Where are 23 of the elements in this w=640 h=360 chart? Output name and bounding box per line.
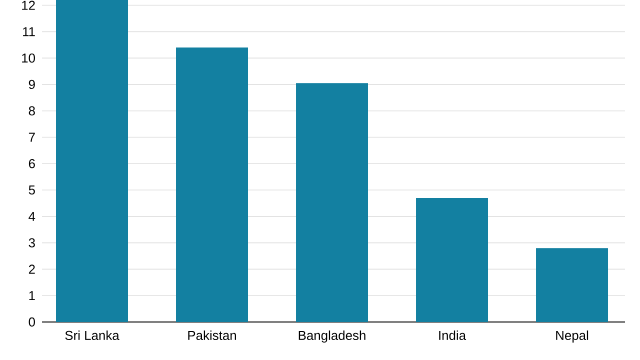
y-tick-label: 9 — [28, 80, 35, 90]
bar — [296, 83, 368, 322]
bar — [536, 248, 608, 322]
y-tick-label: 2 — [28, 264, 35, 274]
x-tick-label: Sri Lanka — [65, 330, 120, 340]
y-tick-label: 0 — [28, 317, 35, 327]
y-tick-label: 6 — [28, 159, 35, 168]
bar — [176, 48, 248, 322]
y-tick-label: 12 — [22, 0, 35, 10]
x-tick-label: India — [439, 330, 466, 340]
y-tick-label: 5 — [28, 186, 35, 195]
y-tick-label: 8 — [28, 106, 35, 116]
bar — [56, 0, 128, 322]
bar — [416, 198, 488, 322]
y-tick-label: 11 — [23, 27, 35, 36]
y-tick-label: 3 — [28, 238, 35, 248]
y-tick-label: 10 — [22, 53, 35, 63]
y-tick-label: 4 — [28, 212, 36, 221]
x-tick-label: Bangladesh — [298, 330, 366, 343]
y-tick-label: 7 — [28, 132, 35, 142]
x-tick-label: Nepal — [556, 330, 588, 343]
y-tick-label: 1 — [29, 291, 35, 300]
x-tick-label: Pakistan — [188, 330, 236, 340]
